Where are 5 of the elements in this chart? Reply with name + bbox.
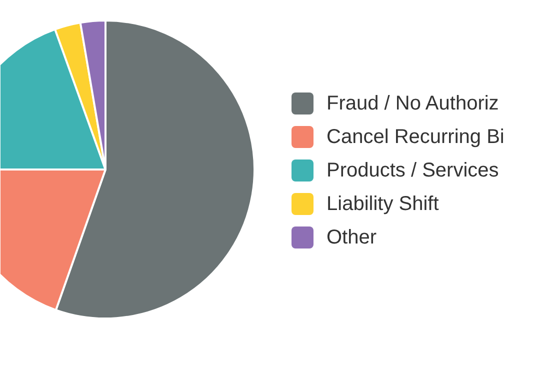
legend-label: Fraud / No Authoriz — [326, 92, 499, 114]
legend-label: Cancel Recurring Bi — [326, 126, 504, 148]
legend-label: Products / Services — [326, 160, 499, 182]
legend-label: Other — [326, 226, 377, 248]
legend-label: Liability Shift — [326, 193, 440, 215]
